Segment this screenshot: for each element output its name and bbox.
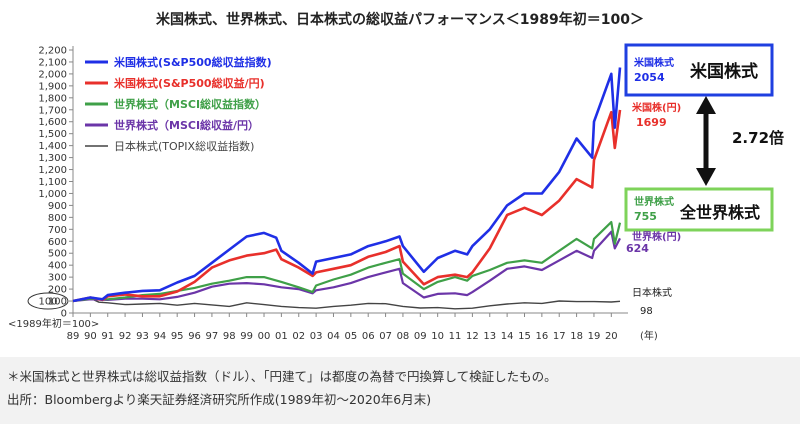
x-unit-label: (年) <box>640 329 658 342</box>
y-tick-label: 600 <box>48 237 67 248</box>
x-tick-label: 13 <box>483 331 496 342</box>
x-tick-label: 12 <box>466 331 479 342</box>
series-lines <box>72 67 622 310</box>
world-callout-label: 世界株式 <box>634 195 674 208</box>
x-tick-label: 16 <box>535 331 548 342</box>
japan-label: 日本株式 <box>632 286 672 299</box>
x-tick-label: 05 <box>344 331 357 342</box>
us-yen-value: 1699 <box>636 116 667 129</box>
japan-value: 98 <box>640 306 653 317</box>
x-tick-label: 98 <box>223 331 236 342</box>
world-yen-value: 624 <box>626 242 649 255</box>
x-tick-label: 07 <box>379 331 392 342</box>
y-tick-label: 2,200 <box>38 46 67 57</box>
y-tick-label: 400 <box>48 261 67 272</box>
base-marker-circle <box>27 292 69 310</box>
y-tick-label: 700 <box>48 225 67 236</box>
x-tick-label: 92 <box>119 331 132 342</box>
base-marker-label: 100 <box>38 297 57 308</box>
us-yen-label: 米国株(円) <box>632 101 681 114</box>
y-tick-label: 200 <box>48 285 67 296</box>
x-tick-label: 95 <box>171 331 184 342</box>
us-callout-box <box>624 43 774 97</box>
x-tick-label: 04 <box>327 331 340 342</box>
x-tick-label: 08 <box>397 331 410 342</box>
y-tick-label: 1,600 <box>38 117 67 128</box>
y-tick-label: 1,400 <box>38 141 67 152</box>
x-tick-label: 03 <box>310 331 323 342</box>
y-tick-label: 1,900 <box>38 81 67 92</box>
y-tick-label: 300 <box>48 273 67 284</box>
y-tick-label: 2,000 <box>38 69 67 80</box>
world-callout-box <box>624 187 774 232</box>
x-tick-label: 97 <box>206 331 219 342</box>
y-tick-label: 1,700 <box>38 105 67 116</box>
series-line-japan <box>72 296 621 310</box>
x-tick-label: 19 <box>588 331 601 342</box>
world-yen-label: 世界株(円) <box>632 230 681 243</box>
y-tick-label: 1,200 <box>38 165 67 176</box>
y-tick-label: 1,800 <box>38 93 67 104</box>
x-tick-label: 06 <box>362 331 375 342</box>
y-tick-label: 100 <box>48 297 67 308</box>
legend-label-us: 米国株式(S&P500総収益指数) <box>113 55 272 69</box>
x-tick-label: 90 <box>84 331 97 342</box>
x-tick-label: 09 <box>414 331 427 342</box>
x-tick-label: 20 <box>605 331 618 342</box>
legend-label-world_yen: 世界株式（MSCI総収益/円） <box>114 118 259 132</box>
footnote-line-1: ＊米国株式と世界株式は総収益指数（ドル）、「円建て」は都度の為替で円換算して検証… <box>7 369 557 384</box>
series-line-world_yen <box>72 230 621 303</box>
y-tick-label: 2,100 <box>38 57 67 68</box>
y-tick-label: 1,500 <box>38 129 67 140</box>
x-tick-label: 10 <box>431 331 444 342</box>
x-tick-label: 00 <box>258 331 271 342</box>
y-tick-label: 500 <box>48 249 67 260</box>
footnote-line-2: 出所：Bloombergより楽天証券経済研究所作成(1989年初〜2020年6月… <box>7 392 432 407</box>
y-tick-label: 1,300 <box>38 153 67 164</box>
y-tick-label: 0 <box>61 309 67 320</box>
x-tick-label: 14 <box>501 331 514 342</box>
y-tick-label: 1,100 <box>38 177 67 188</box>
us-callout-value: 2054 <box>634 71 665 84</box>
ratio-label: 2.72倍 <box>732 129 784 147</box>
series-line-us_yen <box>72 109 622 303</box>
x-tick-label: 93 <box>136 331 149 342</box>
chart-title: 米国株式、世界株式、日本株式の総収益パフォーマンス＜1989年初＝100＞ <box>156 12 644 28</box>
legend-label-us_yen: 米国株式(S&P500総収益/円) <box>113 76 265 90</box>
footnote-panel: ＊米国株式と世界株式は総収益指数（ドル）、「円建て」は都度の為替で円換算して検証… <box>0 357 800 424</box>
x-tick-label: 96 <box>188 331 201 342</box>
legend: 米国株式(S&P500総収益指数) 米国株式(S&P500総収益/円) 世界株式（M… <box>85 55 272 153</box>
us-callout-label: 米国株式 <box>634 56 674 69</box>
y-tick-label: 900 <box>48 201 67 212</box>
x-tick-label: 11 <box>449 331 462 342</box>
legend-label-world: 世界株式（MSCI総収益指数） <box>114 97 266 111</box>
legend-label-japan: 日本株式(TOPIX総収益指数) <box>114 139 254 153</box>
x-tick-label: 91 <box>101 331 114 342</box>
series-line-us <box>72 67 622 303</box>
ratio-arrow-head-up <box>696 96 716 114</box>
x-tick-label: 94 <box>153 331 166 342</box>
x-tick-label: 99 <box>240 331 253 342</box>
y-tick-label: 800 <box>48 213 67 224</box>
y-tick-label: 1,000 <box>38 189 67 200</box>
x-tick-label: 18 <box>570 331 583 342</box>
base-note: <1989年初＝100> <box>8 317 99 330</box>
world-callout-value: 755 <box>634 210 657 223</box>
x-tick-label: 02 <box>292 331 305 342</box>
axes: 01002003004005006007008009001,0001,1001,… <box>8 46 658 343</box>
ratio-arrow-head-down <box>696 168 716 186</box>
x-tick-label: 01 <box>275 331 288 342</box>
world-callout-big: 全世界株式 <box>679 203 760 222</box>
x-tick-label: 15 <box>518 331 531 342</box>
x-tick-label: 89 <box>67 331 80 342</box>
us-callout-big: 米国株式 <box>690 61 758 82</box>
x-tick-label: 17 <box>553 331 566 342</box>
